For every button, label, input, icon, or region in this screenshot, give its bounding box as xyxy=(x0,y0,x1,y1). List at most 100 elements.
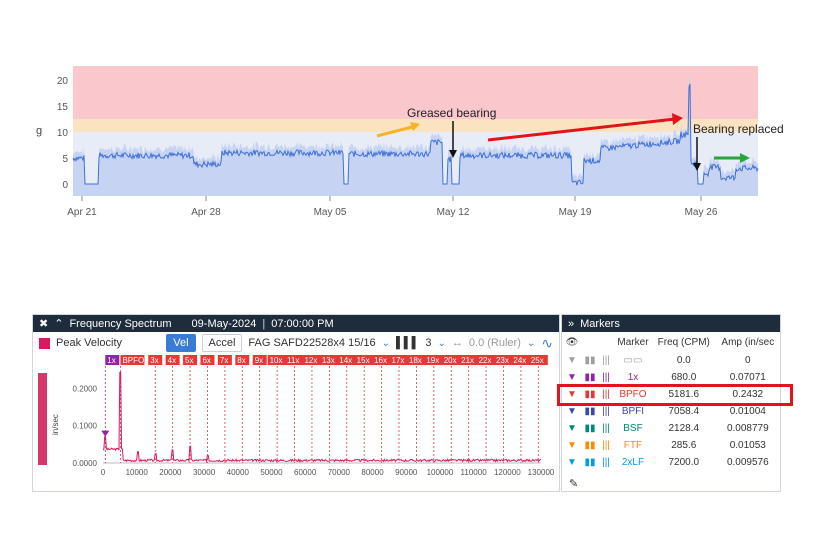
marker-amp: 0.01004 xyxy=(729,406,766,417)
harmonic-tag xyxy=(252,355,267,365)
greased-arrow-head xyxy=(410,122,420,131)
spectrum-x-tick: 40000 xyxy=(227,468,250,477)
marker-trend-icon[interactable]: ▮▮ xyxy=(584,440,596,451)
spectrum-x-tick: 120000 xyxy=(494,468,521,477)
marker-trend-icon[interactable]: ▮▮ xyxy=(584,389,596,400)
alarm-band xyxy=(73,66,758,119)
chevron-down-icon[interactable]: ⌄ xyxy=(526,337,536,349)
marker-triangle-icon[interactable]: ▼ xyxy=(567,389,577,400)
expand-icon[interactable]: » xyxy=(568,317,575,330)
marker-row[interactable]: ▼ ▮▮ ||| 2xLF 7200.0 0.009576 xyxy=(562,454,780,471)
spectrum-x-tick: 70000 xyxy=(328,468,351,477)
marker-harmonic-icon[interactable]: ||| xyxy=(602,406,610,417)
marker-trend-icon[interactable]: ▮▮ xyxy=(584,372,596,383)
accel-button[interactable]: Accel xyxy=(201,334,243,352)
harmonic-label: 4x xyxy=(168,356,176,365)
ruler-select[interactable]: 0.0 (Ruler) xyxy=(468,337,521,349)
spectrum-x-tick: 50000 xyxy=(260,468,283,477)
trend-x-tick: May 19 xyxy=(559,207,592,218)
harmonic-label: BPFO xyxy=(122,356,144,365)
marker-freq: 0.0 xyxy=(676,355,691,366)
harmonic-tag xyxy=(217,355,232,365)
markers-header: » Markers xyxy=(562,315,780,332)
frequency-spectrum-panel: ✖ ⌃ Frequency Spectrum 09-May-2024 | 07:… xyxy=(32,314,560,492)
harmonic-label: 8x xyxy=(237,356,245,365)
wave-icon[interactable]: ∿ xyxy=(541,334,553,351)
marker-name: 2xLF xyxy=(621,457,645,468)
trend-x-ticks: Apr 21 Apr 28 May 05 May 12 May 19 May 26 xyxy=(67,196,718,218)
spectrum-toolbar: Peak Velocity Vel Accel FAG SAFD22528x4 … xyxy=(33,332,559,354)
spectrum-x-tick: 10000 xyxy=(126,468,149,477)
level-bar xyxy=(38,373,47,465)
marker-triangle-icon[interactable]: ▼ xyxy=(567,372,577,383)
markers-table: 👁 Marker Freq (CPM) Amp (in/sec ▼ ▮▮ ||| ▭▭… xyxy=(562,332,780,471)
spectrum-x-tick: 110000 xyxy=(461,468,488,477)
harmonic-label: 6x xyxy=(202,356,210,365)
spectrum-x-tick: 30000 xyxy=(193,468,216,477)
harmonic-label: 1x xyxy=(107,356,115,365)
trend-line xyxy=(72,83,759,186)
marker-trend-icon[interactable]: ▮▮ xyxy=(584,355,596,366)
marker-harmonic-icon[interactable]: ||| xyxy=(602,355,610,366)
marker-triangle-icon[interactable]: ▼ xyxy=(567,406,577,417)
marker-row[interactable]: ▼ ▮▮ ||| BPFO 5181.6 0.2432 xyxy=(562,386,780,403)
spectrum-x-tick: 60000 xyxy=(294,468,317,477)
harmonic-label: 9x xyxy=(255,356,263,365)
marker-row[interactable]: ▼ ▮▮ ||| 1x 680.0 0.07071 xyxy=(562,369,780,386)
harmonic-tag xyxy=(372,355,392,365)
harmonic-label: 10x xyxy=(270,356,283,365)
marker-row[interactable]: ▼ ▮▮ ||| BSF 2128.4 0.008779 xyxy=(562,420,780,437)
harmonic-tag xyxy=(183,355,198,365)
marker-name: BPFI xyxy=(621,406,645,417)
marker-row[interactable]: ▼ ▮▮ ||| BPFI 7058.4 0.01004 xyxy=(562,403,780,420)
harmonic-tag xyxy=(354,355,374,365)
harmonic-label: 20x xyxy=(444,356,457,365)
marker-harmonic-icon[interactable]: ||| xyxy=(602,457,610,468)
spectrum-y-tick: 0.1000 xyxy=(73,422,98,431)
trend-y-tick: 10 xyxy=(57,128,69,139)
spectrum-time: 07:00:00 PM xyxy=(271,317,334,330)
harmonic-tag xyxy=(267,355,287,365)
marker-harmonic-icon[interactable]: ||| xyxy=(602,372,610,383)
marker-name: 1x xyxy=(627,372,639,383)
harmonic-label: 18x xyxy=(409,356,422,365)
marker-triangle-icon[interactable]: ▼ xyxy=(567,423,577,434)
marker-amp: 0.01053 xyxy=(729,440,766,451)
bearing-select[interactable]: FAG SAFD22528x4 15/16 xyxy=(248,337,376,349)
chevron-down-icon[interactable]: ⌄ xyxy=(381,337,390,349)
vel-button[interactable]: Vel xyxy=(166,334,196,352)
edit-icon[interactable]: ✎ xyxy=(569,478,579,490)
stable-arrow-head xyxy=(740,153,750,163)
harmonic-label: 24x xyxy=(513,356,526,365)
trend-y-axis-label: g xyxy=(36,125,42,137)
marker-harmonic-icon[interactable]: ||| xyxy=(602,440,610,451)
marker-trend-icon[interactable]: ▮▮ xyxy=(584,406,596,417)
marker-amp: 0.07071 xyxy=(729,372,766,383)
marker-row[interactable]: ▼ ▮▮ ||| FTF 285.6 0.01053 xyxy=(562,437,780,454)
harmonic-tag xyxy=(200,355,215,365)
trend-y-tick: 5 xyxy=(62,154,68,165)
trend-chart: 20 15 10 5 0 Apr 21 Apr 28 May 05 May 12 May 19 M… xyxy=(36,66,784,218)
harmonic-lines: 1x BPFO 3x 4x 5x 6x 7x 8x 9x 10x 11x 12x 13x 14x 15x 16… xyxy=(101,355,548,463)
harmonic-tag xyxy=(406,355,426,365)
collapse-icon[interactable]: ⌃ xyxy=(54,318,64,330)
close-icon[interactable]: ✖ xyxy=(39,318,49,330)
spectrum-x-tick: 100000 xyxy=(427,468,454,477)
marker-trend-icon[interactable]: ▮▮ xyxy=(584,423,596,434)
harmonic-tag xyxy=(441,355,461,365)
marker-trend-icon[interactable]: ▮▮ xyxy=(584,457,596,468)
marker-harmonic-icon[interactable]: ||| xyxy=(602,389,610,400)
col-freq: Freq (CPM) xyxy=(657,336,710,348)
marker-triangle-icon[interactable]: ▼ xyxy=(567,440,577,451)
harmonics-select[interactable]: 3 xyxy=(425,337,432,349)
marker-row[interactable]: ▼ ▮▮ ||| ▭▭ 0.0 0 xyxy=(562,352,780,369)
visibility-icon[interactable]: 👁 xyxy=(565,336,579,348)
marker-triangle-icon[interactable]: ▼ xyxy=(567,457,577,468)
marker-harmonic-icon[interactable]: ||| xyxy=(602,423,610,434)
marker-triangle-icon[interactable]: ▼ xyxy=(567,355,577,366)
harmonic-label: 19x xyxy=(426,356,439,365)
marker-freq: 7058.4 xyxy=(668,406,700,417)
chevron-down-icon[interactable]: ⌄ xyxy=(437,337,446,349)
greased-label: Greased bearing xyxy=(407,106,496,120)
spectrum-x-ticks: 0 10000 20000 30000 40000 50000 60000 70000 8000… xyxy=(101,468,555,477)
